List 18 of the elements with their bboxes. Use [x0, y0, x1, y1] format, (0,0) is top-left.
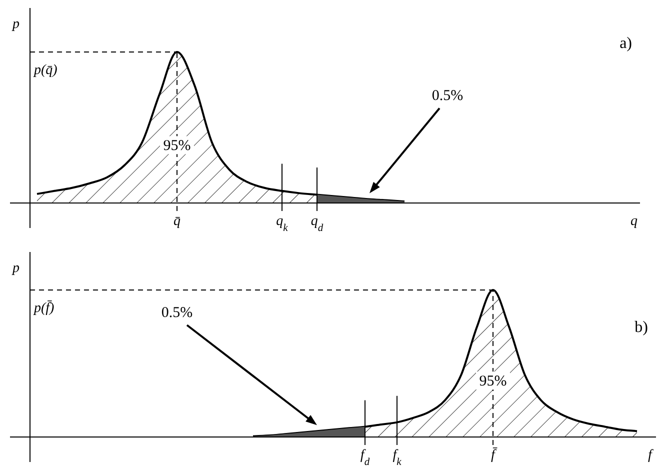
x-tick-label: q̄ [174, 214, 180, 229]
x-axis-title: f [648, 448, 654, 463]
x-tick-label: q$_{k}$ [276, 214, 288, 234]
x-axis-title: q [630, 214, 638, 229]
x-tick-label: f$_{k}$ [392, 448, 402, 468]
annotation: 95% [479, 374, 507, 390]
x-tick-label: f̄ [491, 447, 498, 463]
ref-line-label: p(f̄) [33, 300, 55, 316]
annotation: b) [634, 319, 648, 336]
x-tick-label: f$_{d}$ [360, 448, 370, 468]
y-axis-title: p [12, 17, 20, 32]
ref-line-label: p(q̄) [33, 63, 58, 78]
y-axis-title: p [12, 261, 20, 276]
annotation: a) [620, 35, 632, 52]
x-tick-label: q$_{d}$ [310, 214, 324, 234]
annotation: 95% [163, 138, 191, 154]
annotation: 0.5% [161, 305, 193, 322]
annotation: 0.5% [432, 88, 464, 104]
